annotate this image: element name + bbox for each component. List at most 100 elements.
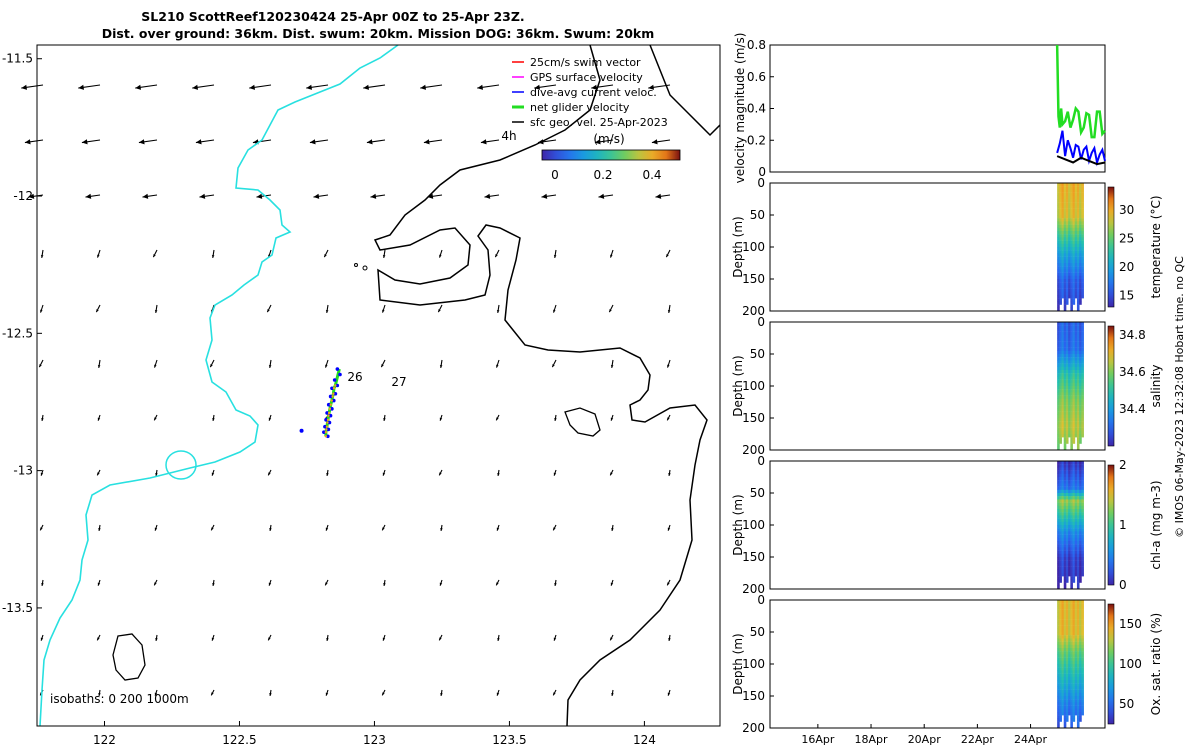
chl-sample	[1057, 541, 1060, 545]
oxygen-sample	[1072, 600, 1076, 604]
temperature-sample	[1061, 208, 1065, 212]
salinity-sample	[1072, 322, 1076, 326]
temperature-sample	[1070, 288, 1073, 292]
chl-sample	[1061, 518, 1065, 522]
temperature-sample	[1072, 256, 1076, 260]
salinity-sample	[1063, 424, 1067, 428]
salinity-sample	[1070, 402, 1073, 406]
chl-sample	[1074, 486, 1078, 490]
temperature-sample	[1076, 266, 1080, 270]
temperature-sample	[1063, 285, 1067, 289]
chl-sample	[1059, 537, 1062, 542]
chl-sample	[1065, 515, 1069, 519]
oxygen-sample	[1081, 699, 1084, 703]
temperature-sample	[1072, 202, 1076, 206]
geo-arrow-head	[135, 84, 141, 90]
legend-entry-swim-vector: 25cm/s swim vector	[512, 56, 641, 69]
temperature-sample	[1061, 272, 1065, 276]
salinity-sample	[1068, 382, 1071, 387]
oxygen-sample	[1061, 692, 1065, 697]
chl-sample	[1072, 493, 1076, 497]
geo-arrow-head	[594, 139, 601, 145]
oxygen-sample	[1063, 680, 1067, 684]
temperature-sample	[1072, 253, 1076, 257]
chl-sample	[1057, 537, 1060, 542]
oxygen-sample	[1061, 702, 1065, 706]
salinity-sample	[1070, 366, 1073, 371]
oxygen-sample	[1074, 683, 1078, 687]
chl-sample	[1076, 573, 1080, 577]
salinity-sample	[1070, 389, 1073, 393]
oxygen-sample	[1072, 686, 1076, 690]
map-xtick-label: 124	[633, 733, 656, 747]
temperature-sample	[1068, 195, 1071, 200]
chl-sample	[1081, 483, 1084, 487]
salinity-sample	[1059, 363, 1062, 367]
oxygen-sample	[1081, 712, 1084, 716]
temperature-sample	[1081, 224, 1084, 228]
chl-sample	[1070, 566, 1073, 570]
geo-arrow-head	[268, 582, 272, 586]
temperature-sample	[1079, 266, 1082, 270]
temperature-sample	[1065, 259, 1069, 264]
temperature-sample	[1081, 237, 1084, 241]
temperature-sample	[1072, 266, 1076, 270]
temperature-sample	[1079, 295, 1082, 299]
salinity-sample	[1079, 402, 1082, 406]
temperature-sample	[1057, 224, 1060, 228]
chl-sample	[1059, 547, 1062, 551]
temperature-sample	[1061, 282, 1065, 286]
temperature-sample	[1057, 240, 1060, 244]
salinity-sample	[1059, 389, 1062, 393]
salinity-ytick-label: 200	[742, 443, 765, 457]
chl-sample	[1070, 489, 1073, 494]
chl-sample	[1072, 569, 1076, 574]
temperature-sample	[1076, 259, 1080, 264]
temperature-sample	[1081, 256, 1084, 260]
temperature-sample	[1079, 250, 1082, 254]
geo-arrow-head	[668, 638, 671, 641]
oxygen-sample	[1072, 651, 1076, 655]
temperature-sample	[1079, 224, 1082, 228]
oxygen-sample	[1072, 622, 1076, 626]
chl-ylabel: Depth (m)	[731, 494, 745, 555]
salinity-sample	[1079, 347, 1082, 351]
chl-sample	[1072, 525, 1076, 529]
temperature-sample	[1076, 291, 1080, 296]
chl-sample	[1057, 486, 1060, 490]
chl-sample	[1081, 566, 1084, 570]
temperature-sample	[1065, 183, 1069, 187]
salinity-sample	[1061, 376, 1065, 380]
geo-arrow-head	[611, 693, 614, 696]
salinity-sample	[1076, 434, 1080, 438]
temperature-sample	[1072, 288, 1076, 292]
temperature-sample	[1074, 269, 1078, 273]
temperature-sample	[1081, 240, 1084, 244]
salinity-sample	[1070, 386, 1073, 390]
temperature-sample	[1072, 237, 1076, 241]
oxygen-sample	[1081, 609, 1084, 613]
salinity-sample	[1074, 398, 1078, 403]
copyright-note: © IMOS 06-May-2023 12:32:08 Hobart time.…	[1173, 256, 1186, 538]
chl-sample	[1068, 512, 1071, 516]
temperature-sample	[1070, 215, 1073, 219]
chl-sample	[1068, 528, 1071, 532]
oxygen-sample	[1063, 603, 1067, 607]
geo-arrow-head	[211, 527, 214, 531]
salinity-sample	[1065, 382, 1069, 387]
chl-sample	[1076, 509, 1080, 513]
temperature-sample	[1070, 202, 1073, 206]
chl-sample	[1059, 473, 1062, 478]
oxygen-sample	[1057, 641, 1060, 645]
geo-arrow-head	[81, 139, 88, 145]
oxygen-sample	[1063, 670, 1067, 674]
oxygen-sample	[1061, 644, 1065, 649]
temperature-sample	[1063, 227, 1067, 232]
salinity-sample	[1076, 446, 1080, 451]
chl-sample	[1072, 550, 1076, 554]
salinity-sample	[1068, 357, 1071, 361]
salinity-sample	[1057, 376, 1060, 380]
temperature-sample	[1079, 199, 1082, 203]
